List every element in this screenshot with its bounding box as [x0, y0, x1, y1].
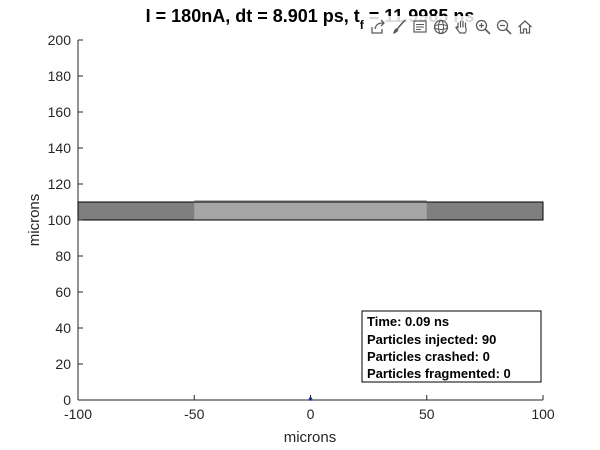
y-tick-label: 120 [48, 176, 72, 192]
pan-hand-icon [455, 20, 467, 34]
export-icon [371, 19, 385, 34]
info-box-frame [361, 310, 542, 383]
zoom-in-button[interactable] [473, 17, 493, 37]
x-tick-group: -100 -50 0 50 100 [64, 395, 555, 422]
info-time: Time: 0.09 ns [367, 314, 449, 329]
x-tick-label: 50 [419, 406, 435, 422]
y-tick-label: 80 [55, 248, 71, 264]
axes-toolbar [366, 16, 537, 38]
electrode-layer [77, 200, 544, 221]
x-axis-label: microns [284, 429, 337, 446]
home-icon [518, 20, 532, 34]
y-tick-group: 0 20 40 60 80 100 120 140 160 180 200 [48, 32, 83, 408]
electrode-outline [77, 201, 544, 221]
y-tick-label: 0 [63, 392, 71, 408]
datatip-icon [413, 20, 427, 33]
pan-button[interactable] [452, 17, 472, 37]
brush-button[interactable] [389, 17, 409, 37]
info-particles-crashed: Particles crashed: 0 [367, 349, 490, 364]
datatip-button[interactable] [410, 17, 430, 37]
y-tick-label: 180 [48, 68, 72, 84]
x-tick-label: 100 [531, 406, 555, 422]
y-tick-label: 60 [55, 284, 71, 300]
y-axis-label: microns [26, 194, 43, 247]
x-tick-label: -100 [64, 406, 92, 422]
x-tick-label: -50 [184, 406, 204, 422]
particle-info-box: Time: 0.09 ns Particles injected: 90 Par… [361, 310, 542, 383]
zoom-out-icon [496, 19, 512, 35]
rotate-3d-icon [433, 19, 449, 35]
y-tick-label: 200 [48, 32, 72, 48]
brush-icon [393, 19, 406, 34]
info-particles-fragmented: Particles fragmented: 0 [367, 366, 511, 381]
zoom-in-icon [475, 19, 491, 35]
y-tick-label: 140 [48, 140, 72, 156]
x-tick-label: 0 [307, 406, 315, 422]
export-button[interactable] [368, 17, 388, 37]
y-tick-label: 40 [55, 320, 71, 336]
home-button[interactable] [515, 17, 535, 37]
rotate-3d-button[interactable] [431, 17, 451, 37]
info-particles-injected: Particles injected: 90 [367, 332, 496, 347]
electrode-inner [194, 200, 427, 220]
y-tick-label: 20 [55, 356, 71, 372]
y-tick-label: 160 [48, 104, 72, 120]
zoom-out-button[interactable] [494, 17, 514, 37]
y-tick-label: 100 [48, 212, 72, 228]
